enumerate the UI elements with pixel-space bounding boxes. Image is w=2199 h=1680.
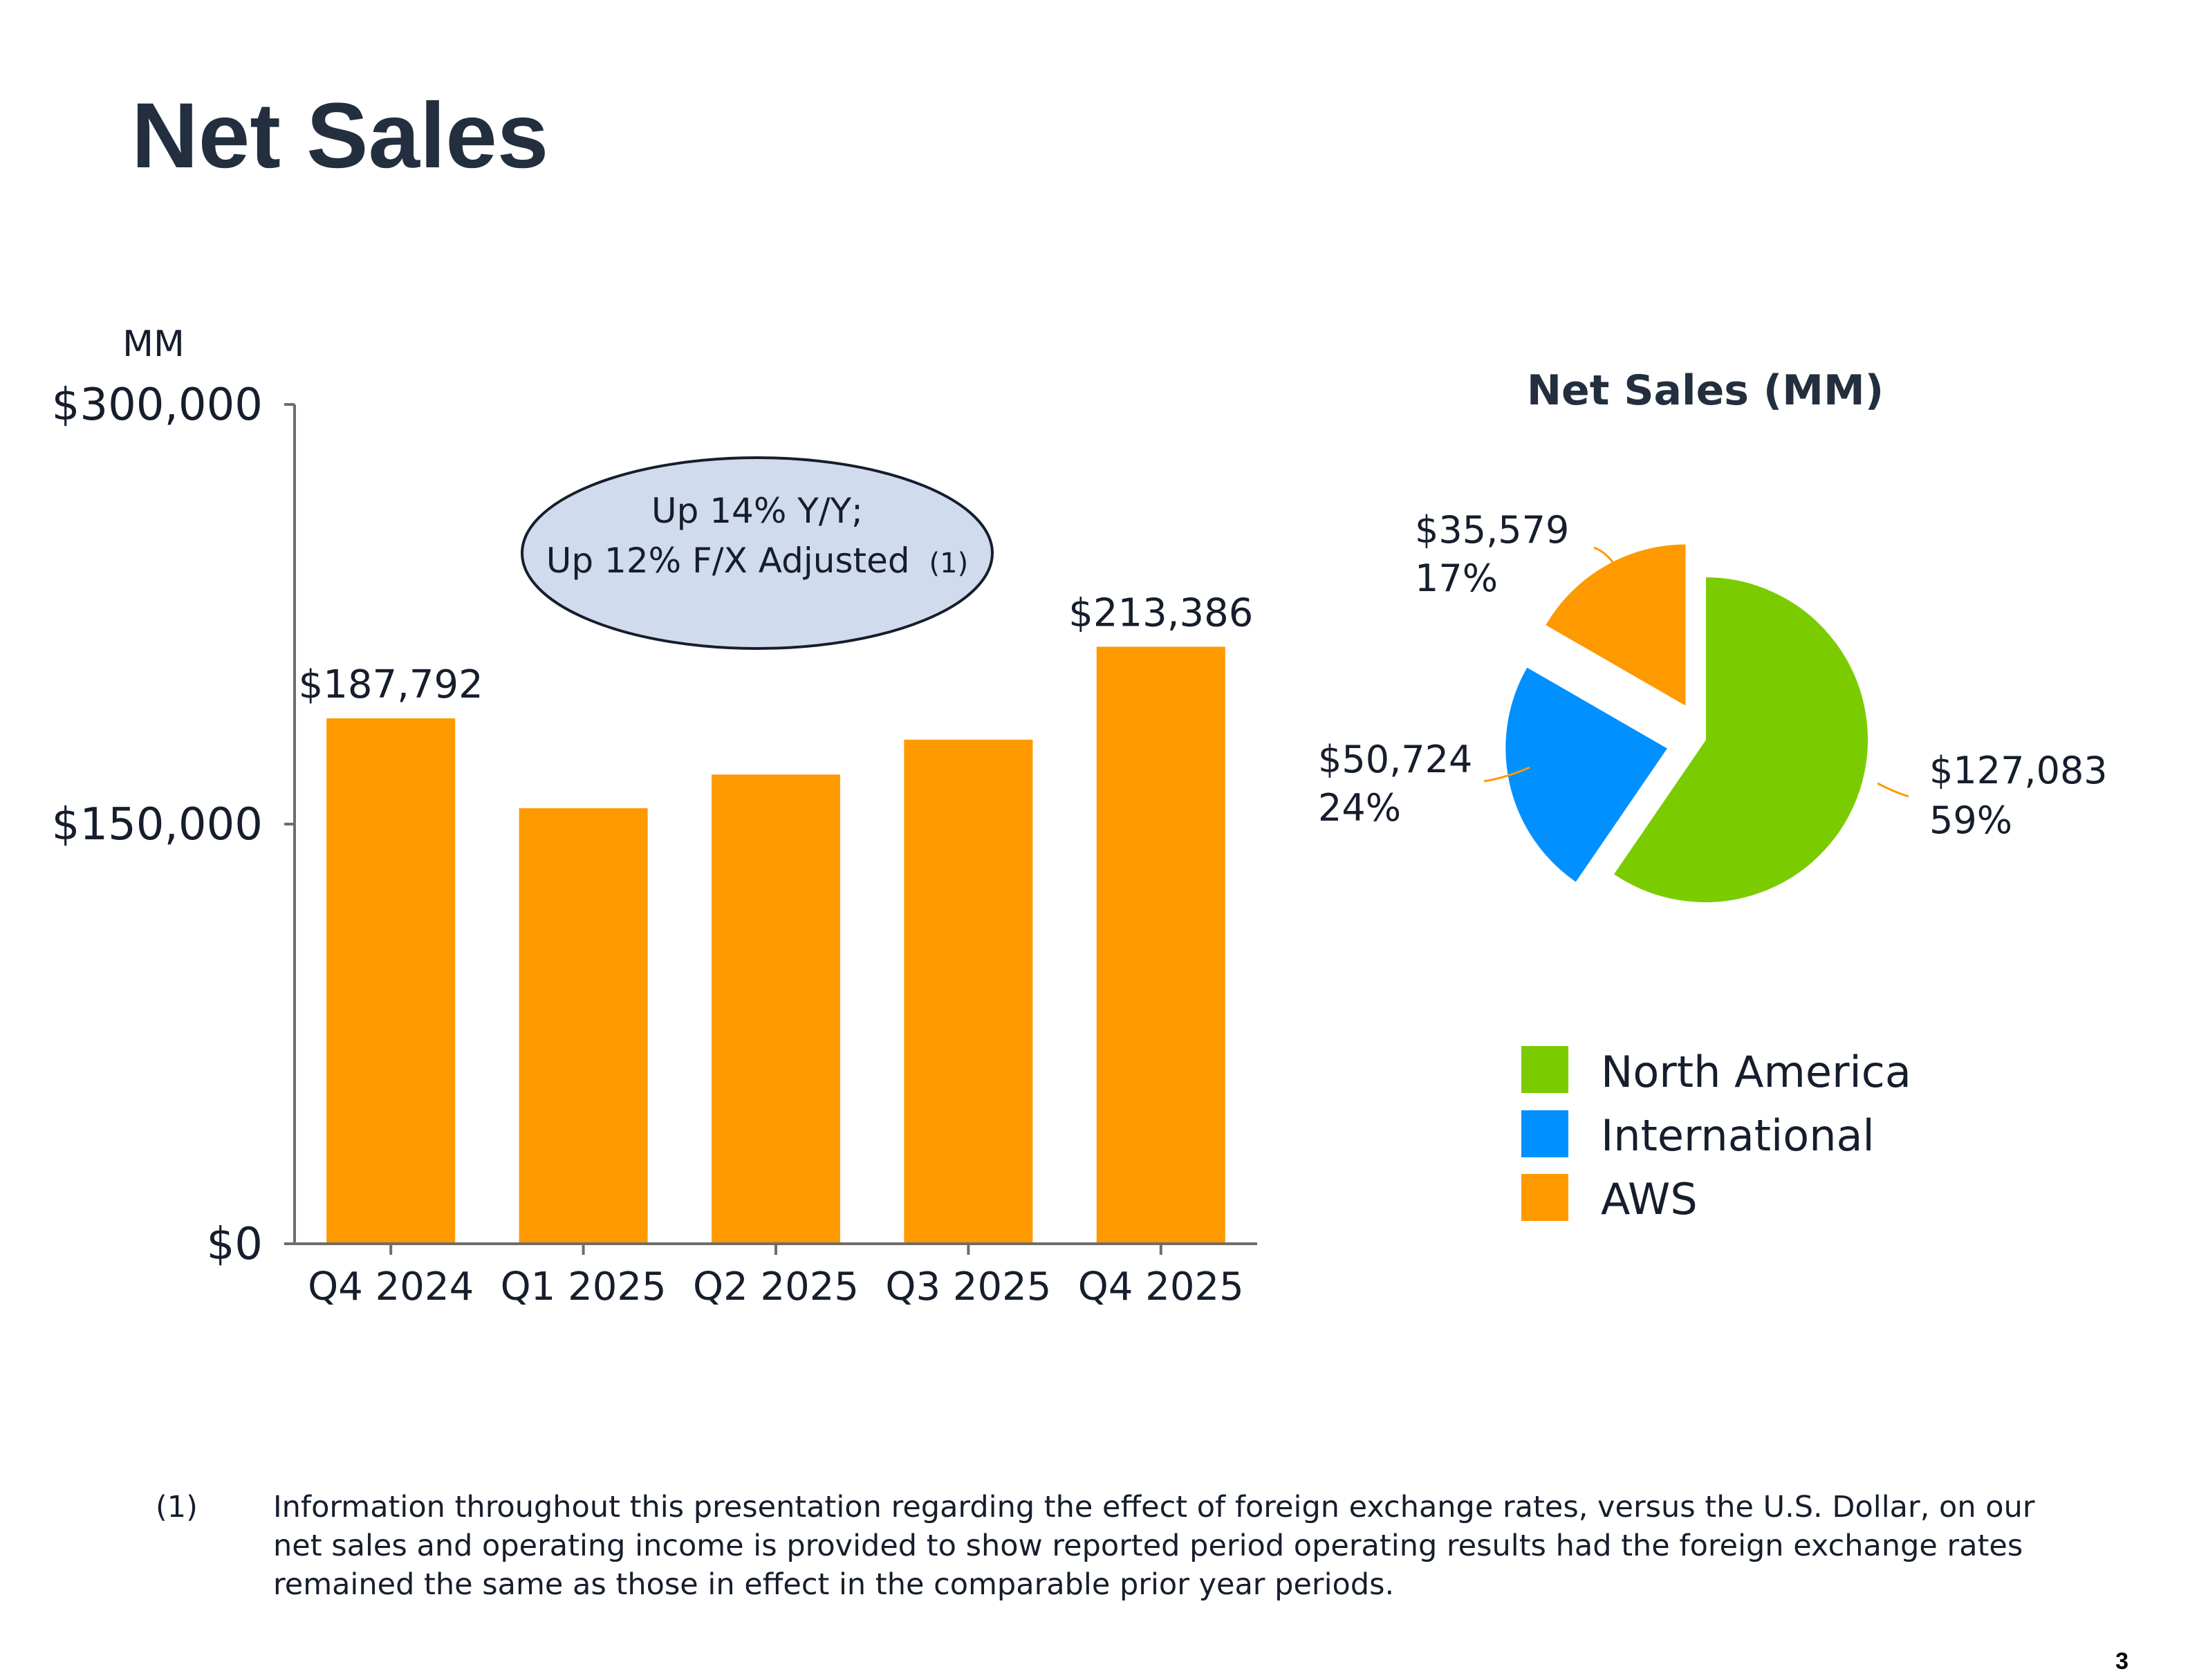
- pie-percent-label-aws: 17%: [1415, 557, 1498, 600]
- growth-callout: Up 14% Y/Y; Up 12% F/X Adjusted (1): [521, 456, 994, 650]
- y-tick-labels: $0 $150,000 $300,000: [52, 380, 263, 1270]
- y-tick-label-0: $0: [207, 1219, 263, 1270]
- pie-slices: [1504, 543, 1869, 904]
- pie-chart-title: Net Sales (MM): [1527, 366, 1884, 415]
- legend-item-international: International: [1521, 1110, 1875, 1161]
- pie-percent-label-international: 24%: [1318, 786, 1401, 830]
- pie-percent-label-north-america: 59%: [1929, 799, 2012, 842]
- legend-label-north-america: North America: [1601, 1047, 1911, 1097]
- footnote-marker: (1): [156, 1490, 198, 1524]
- pie-chart: Net Sales (MM) $127,083 59% $50,724 24% $35,…: [1318, 366, 2108, 904]
- x-tick-label-q4-2025: Q4 2025: [1078, 1264, 1244, 1309]
- pie-slice-north-america: [1612, 575, 1869, 904]
- bar-q4-2025: [1096, 646, 1225, 1244]
- legend-swatch-aws: [1521, 1174, 1568, 1221]
- growth-callout-footnote-ref: (1): [929, 548, 969, 579]
- footnote: (1) Information throughout this presenta…: [156, 1490, 2035, 1602]
- legend-swatch-north-america: [1521, 1046, 1568, 1093]
- x-tick-label-q4-2024: Q4 2024: [308, 1264, 474, 1309]
- bar-data-label-q4-2025: $213,386: [1068, 590, 1253, 635]
- footnote-line-3: remained the same as those in effect in …: [273, 1567, 1394, 1602]
- pie-value-label-aws: $35,579: [1415, 508, 1569, 552]
- bar-chart: MM $0 $150,000 $300,000 $187,792 $213,386 Q…: [52, 324, 1257, 1309]
- bar-q1-2025: [519, 808, 648, 1244]
- pie-leader-line-international: [1483, 766, 1530, 783]
- pie-slice-aws: [1543, 543, 1687, 709]
- bar-q3-2025: [904, 739, 1033, 1244]
- y-ticks: [284, 403, 295, 1245]
- legend-item-north-america: North America: [1521, 1046, 1911, 1097]
- x-tick-label-q3-2025: Q3 2025: [885, 1264, 1051, 1309]
- growth-callout-bubble: [521, 456, 994, 650]
- bar-data-labels: $187,792 $213,386: [299, 590, 1254, 707]
- legend-label-international: International: [1601, 1110, 1875, 1161]
- bars: [326, 646, 1225, 1244]
- x-tick-labels: Q4 2024 Q1 2025 Q2 2025 Q3 2025 Q4 2025: [308, 1264, 1244, 1309]
- pie-slice-international: [1504, 665, 1669, 884]
- bar-q2-2025: [712, 774, 840, 1244]
- growth-callout-line-2: Up 12% F/X Adjusted (1): [546, 541, 968, 581]
- pie-leader-line-north-america: [1877, 782, 1909, 798]
- pie-data-labels: $127,083 59% $50,724 24% $35,579 17%: [1318, 508, 2108, 842]
- bar-q4-2024: [326, 718, 456, 1244]
- pie-legend: North America International AWS: [1521, 1046, 1911, 1224]
- legend-swatch-international: [1521, 1110, 1568, 1157]
- legend-label-aws: AWS: [1601, 1174, 1698, 1224]
- x-ticks: [389, 1244, 1162, 1255]
- pie-leader-line-aws: [1593, 546, 1625, 583]
- growth-callout-line-2-text: Up 12% F/X Adjusted: [546, 541, 910, 581]
- x-tick-label-q1-2025: Q1 2025: [501, 1264, 667, 1309]
- footnote-line-1: Information throughout this presentation…: [273, 1490, 2035, 1524]
- pie-leader-lines: [1483, 546, 1909, 798]
- pie-value-label-international: $50,724: [1318, 738, 1472, 781]
- pie-value-label-north-america: $127,083: [1929, 749, 2108, 792]
- footnote-line-2: net sales and operating income is provid…: [273, 1529, 2023, 1563]
- page-title: Net Sales: [131, 84, 548, 187]
- legend-item-aws: AWS: [1521, 1174, 1698, 1224]
- growth-callout-line-1: Up 14% Y/Y;: [651, 491, 863, 531]
- bar-data-label-q4-2024: $187,792: [299, 662, 483, 707]
- page-number: 3: [2115, 1648, 2128, 1674]
- y-axis-unit-label: MM: [122, 324, 185, 365]
- x-tick-label-q2-2025: Q2 2025: [693, 1264, 859, 1309]
- y-tick-label-1: $150,000: [52, 799, 263, 850]
- y-tick-label-2: $300,000: [52, 380, 263, 431]
